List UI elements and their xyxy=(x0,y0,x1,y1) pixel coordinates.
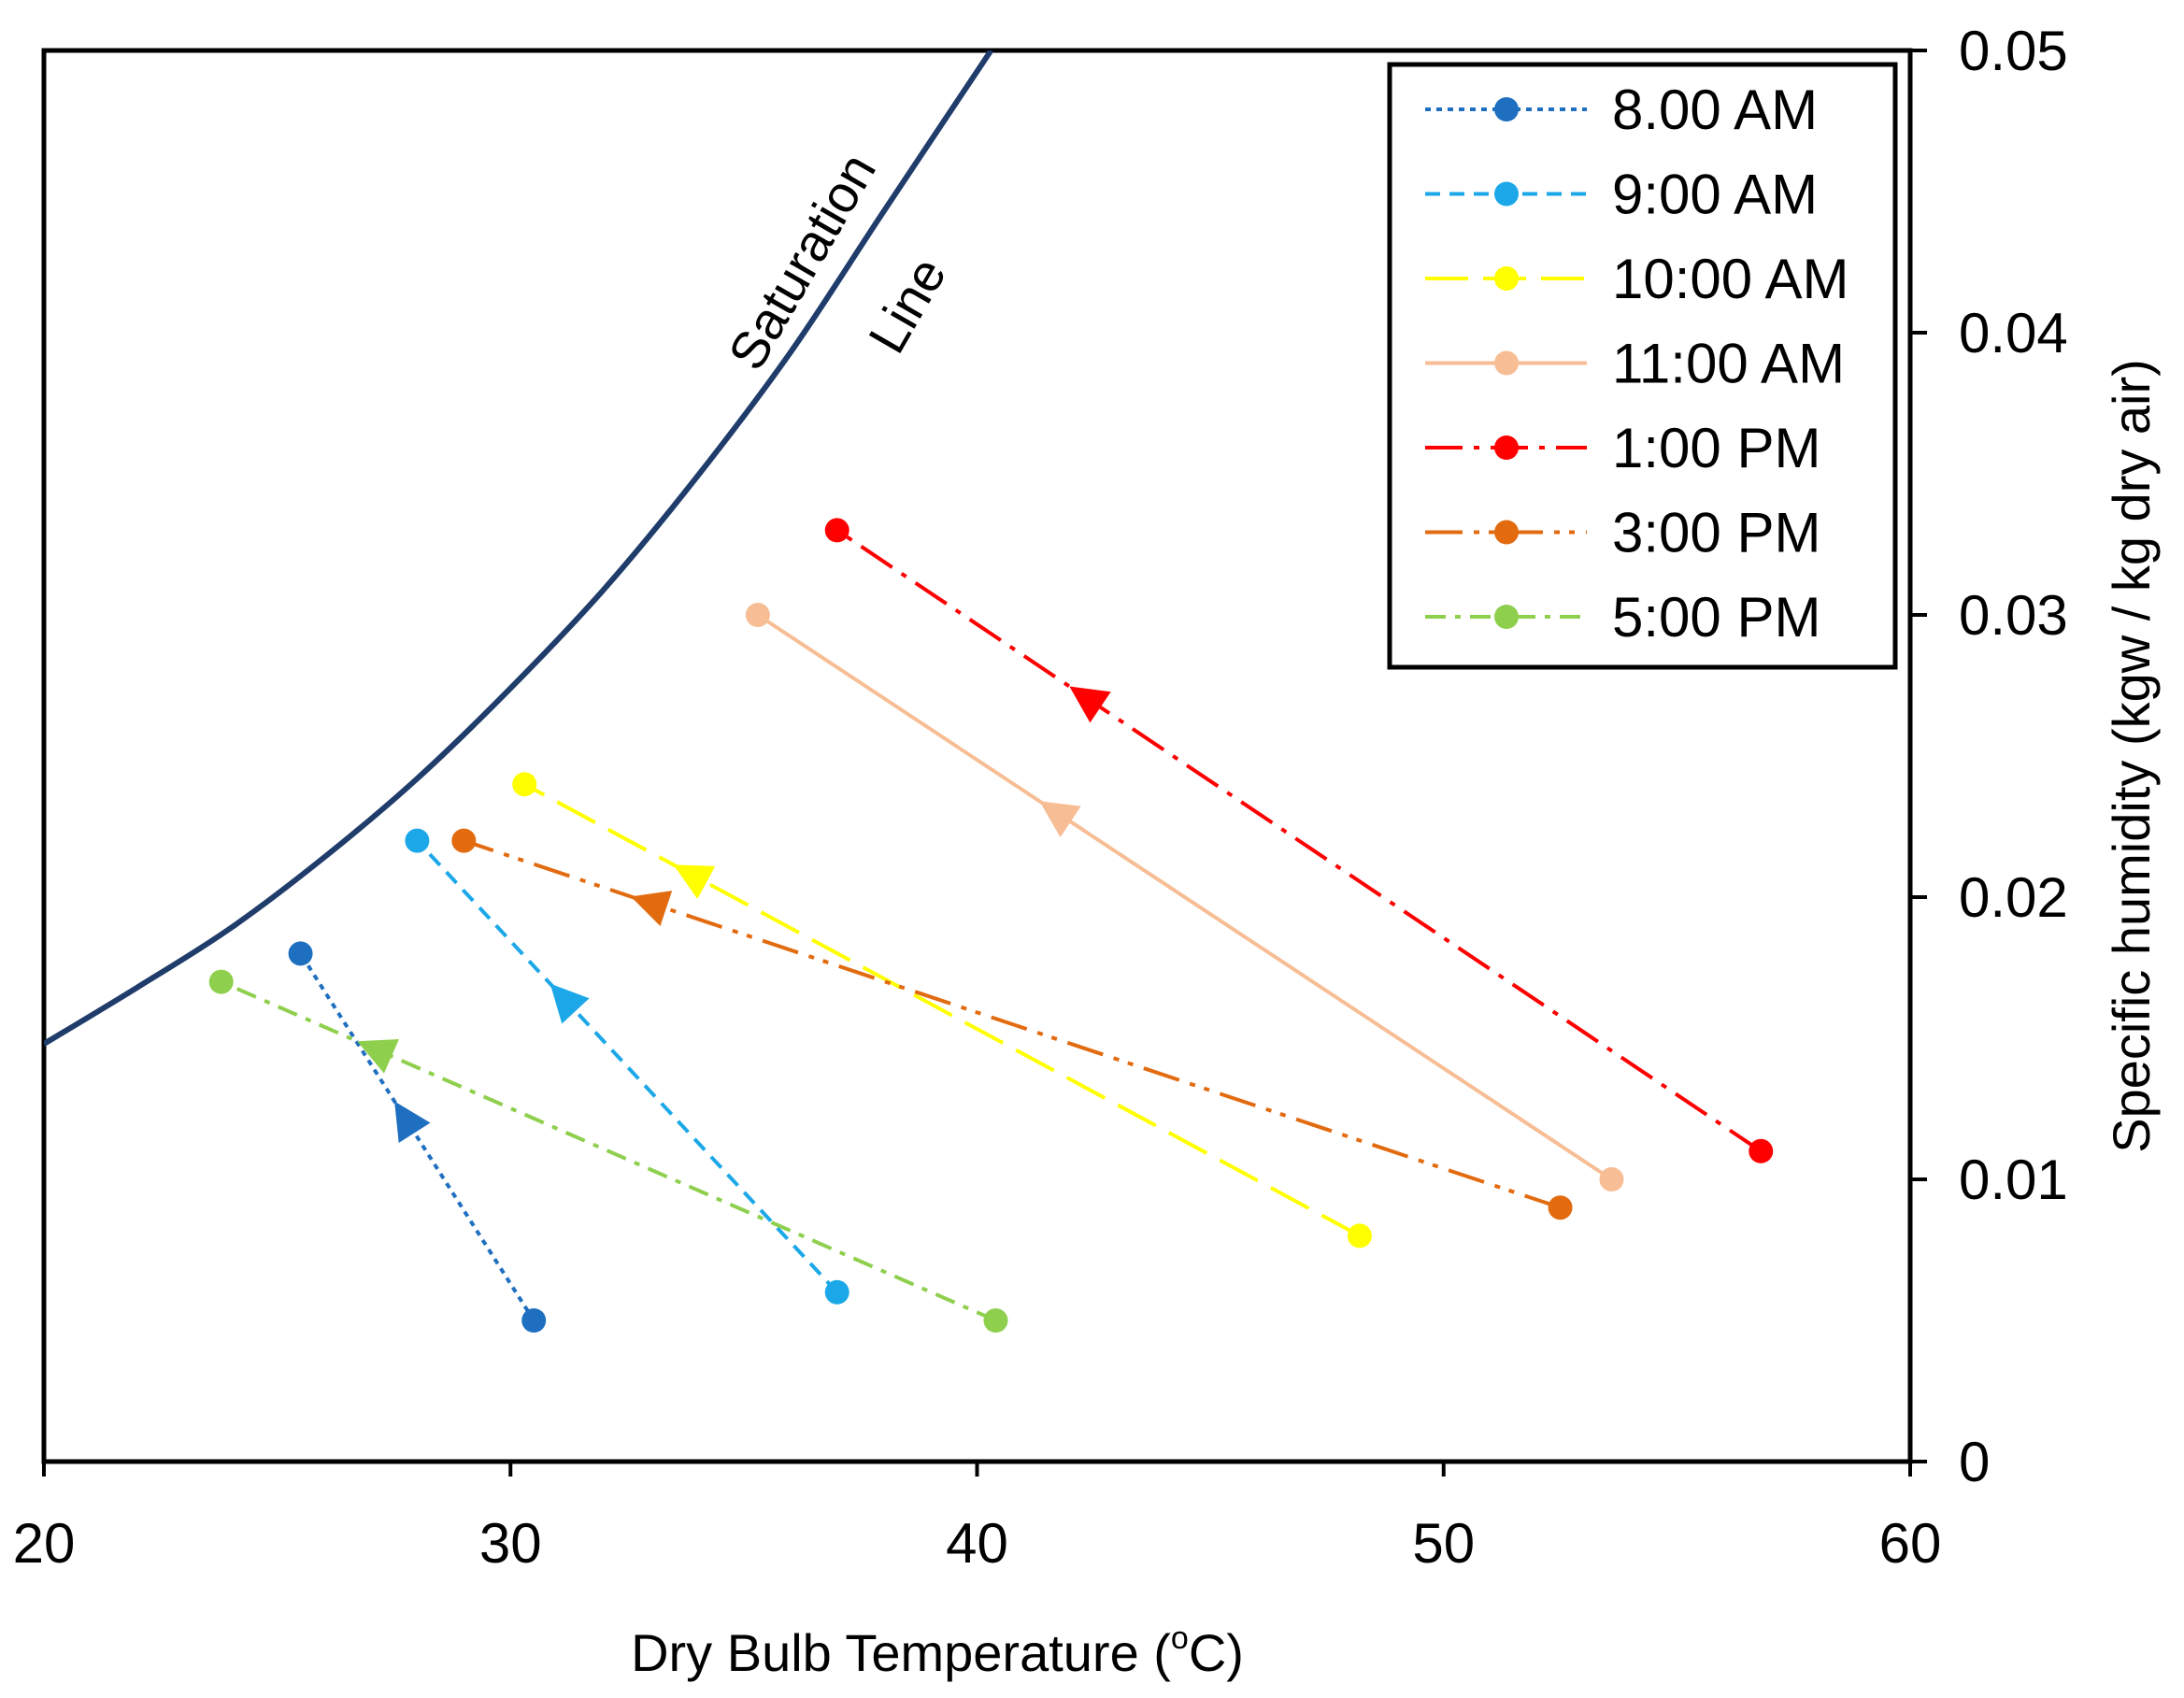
legend-item: 10:00 AM xyxy=(1425,248,1849,310)
data-point xyxy=(824,1279,849,1305)
direction-arrow-icon xyxy=(394,1101,431,1143)
legend-item: 11:00 AM xyxy=(1425,333,1845,395)
data-point xyxy=(208,969,234,994)
data-point xyxy=(1749,1138,1774,1163)
legend-label: 3:00 PM xyxy=(1612,502,1820,564)
direction-arrow-icon xyxy=(1069,686,1111,723)
series-line xyxy=(756,613,1613,1181)
series-2 xyxy=(405,828,849,1305)
legend-marker xyxy=(1494,97,1519,121)
series-layer xyxy=(208,518,1774,1333)
direction-arrow-icon xyxy=(357,1038,399,1074)
x-tick-label: 50 xyxy=(1412,1512,1475,1575)
x-tick-label: 20 xyxy=(13,1512,76,1575)
series-5 xyxy=(824,518,1774,1163)
legend-item: 3:00 PM xyxy=(1425,502,1820,564)
series-line xyxy=(415,839,839,1294)
x-axis-title: Dry Bulb Temperature (oC) xyxy=(631,1620,1244,1682)
legend-marker xyxy=(1494,181,1519,207)
saturation-line-label: Line xyxy=(857,248,957,363)
y-axis-title: Specific humidity (kgw / kg dry air) xyxy=(2102,359,2161,1153)
series-1 xyxy=(288,941,547,1333)
direction-arrow-icon xyxy=(550,983,590,1024)
series-line xyxy=(523,782,1361,1238)
data-point xyxy=(745,603,770,627)
data-point xyxy=(451,828,477,853)
legend-item: 1:00 PM xyxy=(1425,417,1820,479)
legend-marker xyxy=(1494,520,1519,545)
x-tick-label: 30 xyxy=(479,1512,542,1575)
data-point xyxy=(288,941,313,966)
series-line xyxy=(835,528,1763,1153)
legend-marker xyxy=(1494,266,1519,291)
y-tick-label: 0.03 xyxy=(1959,584,2068,647)
y-tick-label: 0 xyxy=(1959,1431,1990,1493)
legend-label: 1:00 PM xyxy=(1612,417,1820,479)
y-tick-label: 0.05 xyxy=(1959,20,2068,82)
legend-item: 9:00 AM xyxy=(1425,164,1818,226)
direction-arrow-icon xyxy=(673,864,716,899)
data-point xyxy=(405,828,430,853)
data-point xyxy=(1548,1195,1573,1220)
series-line xyxy=(220,979,997,1322)
series-7 xyxy=(208,969,1008,1333)
legend-label: 5:00 PM xyxy=(1612,586,1820,649)
legend-box xyxy=(1387,62,1898,670)
x-tick-label: 60 xyxy=(1879,1512,1942,1575)
x-tick-label: 40 xyxy=(946,1512,1008,1575)
saturation-line xyxy=(44,50,993,1047)
legend: 8.00 AM 9:00 AM 10:00 AM 11:00 AM 1:00 PM 3:0… xyxy=(1387,62,1898,670)
legend-item: 5:00 PM xyxy=(1425,586,1820,649)
y-tick-label: 0.02 xyxy=(1959,866,2068,929)
saturation-label: Saturation xyxy=(717,143,887,379)
legend-marker xyxy=(1494,435,1519,460)
series-6 xyxy=(451,828,1573,1220)
series-4 xyxy=(745,603,1624,1191)
legend-marker xyxy=(1494,605,1519,629)
data-point xyxy=(512,772,537,797)
axis-layer: 20 30 40 50 60 0 0.01 0.02 0.03 0.04 0.05 xyxy=(13,20,2068,1575)
legend-label: 10:00 AM xyxy=(1612,248,1849,310)
data-point xyxy=(983,1308,1008,1333)
x-axis-title-superscript: o xyxy=(1171,1620,1189,1656)
series-line xyxy=(298,952,535,1322)
legend-item: 8.00 AM xyxy=(1425,78,1818,141)
y-tick-label: 0.04 xyxy=(1959,302,2068,364)
data-point xyxy=(521,1308,547,1333)
direction-arrow-icon xyxy=(630,891,673,927)
data-point xyxy=(1599,1167,1624,1191)
series-3 xyxy=(512,772,1372,1249)
legend-label: 9:00 AM xyxy=(1612,164,1818,226)
y-tick-label: 0.01 xyxy=(1959,1149,2068,1211)
legend-marker xyxy=(1494,350,1519,376)
series-line xyxy=(463,838,1562,1210)
legend-label: 11:00 AM xyxy=(1612,333,1845,395)
data-point xyxy=(1347,1223,1372,1249)
direction-arrow-icon xyxy=(1039,801,1081,838)
data-point xyxy=(824,518,849,543)
legend-label: 8.00 AM xyxy=(1612,78,1818,141)
